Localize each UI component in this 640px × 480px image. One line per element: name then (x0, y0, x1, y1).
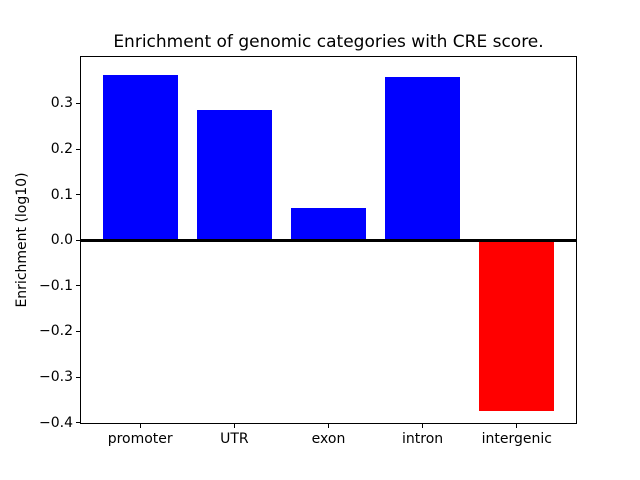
zero-line (80, 238, 577, 242)
bar-intron (385, 77, 461, 241)
y-tick-mark (76, 422, 80, 424)
y-tick-label: 0.0 (50, 232, 73, 249)
x-tick-label-intergenic: intergenic (481, 431, 552, 447)
bar-UTR (196, 110, 272, 241)
y-tick-mark (76, 285, 80, 287)
x-tick-mark (233, 424, 235, 428)
x-tick-label-promoter: promoter (107, 431, 173, 447)
y-tick-mark (76, 330, 80, 332)
y-tick-mark (76, 239, 80, 241)
y-tick-label: −0.4 (39, 414, 73, 431)
x-tick-mark (139, 424, 141, 428)
chart-title: Enrichment of genomic categories with CR… (113, 32, 544, 52)
y-tick-label: −0.2 (39, 323, 73, 340)
y-tick-label: −0.1 (39, 277, 73, 294)
y-tick-mark (76, 102, 80, 104)
y-tick-mark (76, 194, 80, 196)
y-tick-label: 0.3 (50, 95, 73, 112)
x-tick-mark (516, 424, 518, 428)
x-tick-label-UTR: UTR (220, 431, 249, 447)
x-tick-label-intron: intron (402, 431, 444, 447)
y-tick-label: 0.1 (50, 186, 73, 203)
y-tick-label: −0.3 (39, 369, 73, 385)
y-tick-mark (76, 148, 80, 150)
y-tick-mark (76, 376, 80, 378)
y-tick-label: 0.2 (50, 141, 73, 157)
bar-intergenic (479, 240, 555, 412)
x-tick-mark (422, 424, 424, 428)
x-tick-mark (328, 424, 329, 428)
bar-exon (290, 208, 367, 241)
bar-promoter (102, 74, 178, 241)
x-tick-label-exon: exon (311, 431, 346, 447)
